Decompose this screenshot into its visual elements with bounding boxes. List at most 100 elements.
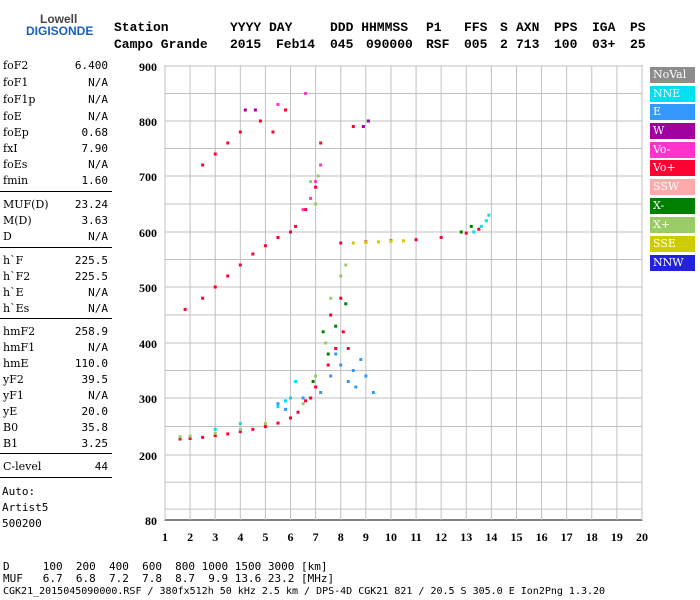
y-tick-label: 900 (139, 60, 157, 74)
data-point (364, 374, 368, 378)
data-point (329, 313, 333, 317)
x-tick-label: 20 (636, 530, 648, 544)
header-ddd-value: 045 (330, 37, 354, 52)
header-pps-value: 100 (554, 37, 578, 52)
data-point (304, 92, 308, 95)
param-d-value: N/A (88, 230, 108, 243)
data-point (472, 230, 476, 234)
data-point (276, 236, 280, 239)
data-point (213, 427, 217, 431)
header-p1-value: RSF (426, 37, 450, 52)
data-point (289, 230, 293, 234)
y-tick-label: 400 (139, 337, 157, 351)
param-mufd-value: 23.24 (74, 198, 108, 211)
auto-label: Auto: (2, 485, 36, 498)
data-point (479, 224, 483, 228)
param-yF1-name: yF1 (3, 389, 24, 402)
param-hmE-name: hmE (3, 357, 29, 370)
data-point (351, 369, 355, 372)
data-point (326, 363, 330, 367)
data-point (213, 285, 217, 289)
param-clevel-value: 44 (94, 460, 108, 473)
param-hpF-name: h`F (3, 254, 24, 267)
header-p1-label: P1 (426, 20, 442, 35)
param-divider (0, 247, 112, 248)
data-point (334, 324, 338, 328)
data-point (276, 405, 280, 409)
muf-row: MUF 6.7 6.8 7.2 7.8 8.7 9.9 13.6 23.2 [M… (3, 572, 335, 585)
data-point (304, 399, 308, 403)
param-foEs-name: foEs (3, 158, 28, 171)
data-point (238, 263, 242, 267)
data-point (359, 358, 363, 361)
legend-noval: NoVal (650, 67, 695, 83)
param-B1-name: B1 (3, 437, 19, 450)
param-divider (0, 453, 112, 454)
param-foF2-value: 6.400 (74, 59, 108, 72)
header-year-value: 2015 (230, 37, 262, 52)
data-point (389, 239, 393, 243)
data-point (319, 163, 323, 167)
data-point (178, 437, 182, 441)
data-point (296, 410, 300, 414)
x-tick-label: 10 (385, 530, 397, 544)
auto-artist: Artist5 (2, 501, 49, 514)
data-point (271, 130, 275, 134)
auto-code: 500200 (2, 517, 42, 530)
param-foF1-value: N/A (88, 76, 108, 89)
y-tick-label: 500 (139, 281, 157, 295)
data-point (371, 391, 375, 394)
param-yF1-value: N/A (88, 389, 108, 402)
header-iga-value: 03+ (592, 37, 616, 52)
data-point (301, 396, 305, 400)
data-point (339, 363, 343, 367)
header-axn-label: AXN (516, 20, 540, 35)
data-point (439, 236, 443, 239)
data-point (351, 125, 355, 128)
data-point (238, 427, 242, 431)
data-point (311, 380, 315, 383)
plot-frame (164, 65, 643, 521)
legend-e: E (650, 104, 695, 120)
distance-row: D 100 200 400 600 800 1000 1500 3000 [km… (3, 560, 328, 573)
data-point (314, 374, 318, 378)
param-foF1p-value: N/A (88, 93, 108, 106)
data-point (201, 296, 205, 300)
data-point (459, 230, 463, 234)
param-hmE-value: 110.0 (74, 357, 108, 370)
legend-sse: SSE (650, 236, 695, 252)
x-tick-label: 11 (410, 530, 421, 544)
param-hpF2-value: 225.5 (74, 270, 108, 283)
data-point (309, 396, 313, 400)
data-point (344, 263, 348, 267)
param-hmF2-value: 258.9 (74, 325, 108, 338)
y-tick-label: 700 (139, 170, 157, 184)
data-point (213, 434, 217, 438)
header-pps-label: PPS (554, 20, 578, 35)
data-point (366, 119, 370, 123)
legend-ssw: SSW (650, 179, 695, 195)
data-point (238, 130, 242, 134)
x-tick-label: 17 (561, 530, 573, 544)
x-tick-label: 2 (187, 530, 193, 544)
header-ps-label: PS (630, 20, 646, 35)
data-point (329, 296, 333, 300)
param-foE-name: foE (3, 110, 22, 123)
x-tick-label: 8 (338, 530, 344, 544)
param-yE-name: yE (3, 405, 18, 418)
param-fmin-value: 1.60 (81, 174, 109, 187)
data-point (346, 380, 350, 383)
data-point (213, 431, 217, 435)
header-s-value: 2 (500, 37, 508, 52)
param-foEp-value: 0.68 (81, 126, 109, 139)
data-point (188, 434, 192, 438)
data-point (464, 231, 468, 235)
data-point (344, 302, 348, 306)
data-point (263, 422, 267, 426)
data-point (341, 330, 345, 334)
param-hpE-value: N/A (88, 286, 108, 299)
data-point (263, 425, 267, 428)
data-point (304, 208, 308, 212)
data-point (334, 352, 338, 356)
data-point (213, 152, 217, 156)
